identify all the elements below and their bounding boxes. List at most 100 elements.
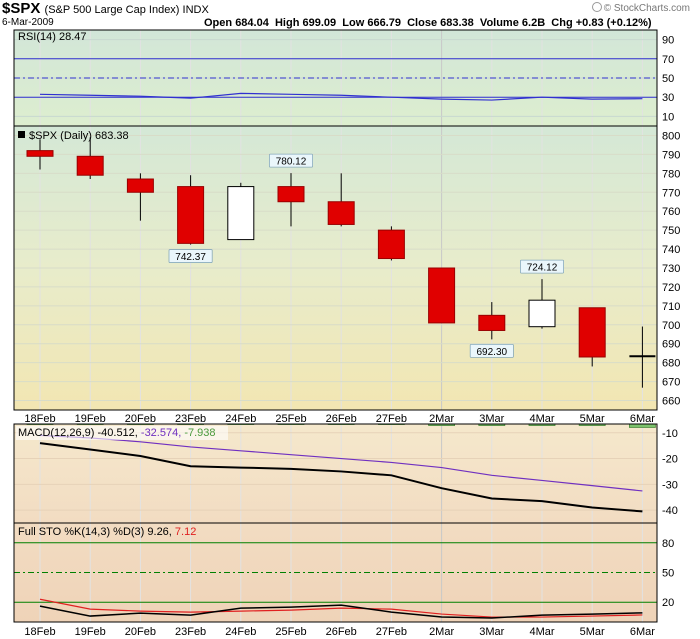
- rsi-tick-label: 30: [662, 92, 674, 104]
- price-tick-label: 690: [662, 339, 680, 351]
- sto-panel-border: [13, 522, 658, 623]
- rsi-tick-label: 50: [662, 73, 674, 85]
- macd-signal-line: [39, 434, 643, 492]
- xaxis-label: 23Feb: [175, 413, 206, 425]
- xaxis-label: 3Mar: [479, 413, 504, 425]
- close-value: 683.38: [440, 17, 474, 29]
- xaxis-label: 20Feb: [125, 413, 156, 425]
- price-tick-label: 720: [662, 282, 680, 294]
- xaxis-label: 3Mar: [479, 626, 504, 638]
- xaxis-label: 4Mar: [529, 626, 554, 638]
- price-tick-label: 740: [662, 244, 680, 256]
- macd-tick-label: -30: [662, 479, 678, 491]
- price-callout: 692.30: [477, 347, 508, 358]
- close-label: Close: [407, 17, 438, 29]
- rsi-tick-label: 90: [662, 35, 674, 47]
- candle-body: [76, 155, 104, 176]
- low-value: 666.79: [367, 17, 401, 29]
- macd-tick-label: -10: [662, 428, 678, 440]
- xaxis-label: 24Feb: [225, 413, 256, 425]
- candle-body: [26, 150, 54, 157]
- chart-labels: 18Feb 18Feb 19Feb 19Feb 20Feb 20Feb 23Feb 23Feb…: [16, 31, 680, 638]
- sto-tick-label: 80: [662, 538, 674, 550]
- candle-body: [377, 229, 405, 260]
- stockcharts-credit[interactable]: © StockCharts.com: [591, 2, 690, 14]
- xaxis-label: 19Feb: [75, 413, 106, 425]
- rsi-series-line: [39, 92, 643, 101]
- xaxis-label: 18Feb: [24, 413, 55, 425]
- macd-value: -40.512,: [97, 427, 140, 439]
- macd-title-bg: [16, 426, 228, 440]
- price-title: $SPX (Daily) 683.38: [29, 130, 129, 142]
- macd-histogram-value: -7.938: [184, 427, 215, 439]
- xaxis-label: 6Mar: [630, 413, 655, 425]
- sto-k-value: 9.26,: [147, 526, 175, 538]
- xaxis-label: 2Mar: [429, 626, 454, 638]
- high-value: 699.09: [302, 17, 337, 29]
- xaxis-label: 26Feb: [326, 413, 357, 425]
- quote-summary: Open 684.04 High 699.09 Low 666.79 Close…: [204, 17, 652, 29]
- price-tick-label: 800: [662, 130, 680, 142]
- xaxis-label: 27Feb: [376, 413, 407, 425]
- price-tick-label: 700: [662, 320, 680, 332]
- xaxis-label: 18Feb: [24, 626, 55, 638]
- low-label: Low: [342, 17, 365, 29]
- open-value: 684.04: [235, 17, 269, 29]
- price-callout: 742.37: [175, 252, 206, 263]
- index-name: (S&P 500 Large Cap Index) INDX: [44, 4, 209, 16]
- macd-title: MACD(12,26,9) -40.512, -32.574, -7.938: [18, 427, 216, 439]
- price-tick-label: 750: [662, 225, 680, 237]
- price-tick-label: 710: [662, 301, 680, 313]
- price-panel-border: [13, 125, 658, 411]
- sto-tick-label: 20: [662, 597, 674, 609]
- globe-icon: [591, 2, 602, 12]
- price-tick-label: 770: [662, 187, 680, 199]
- candle-body: [277, 186, 305, 203]
- credit-text: © StockCharts.com: [603, 3, 690, 14]
- xaxis-label: 5Mar: [580, 626, 605, 638]
- rsi-tick-label: 70: [662, 54, 674, 66]
- volume-value: 6.2B: [521, 17, 546, 29]
- xaxis-label: 5Mar: [580, 413, 605, 425]
- candle-body: [227, 186, 255, 241]
- rsi-tick-label: 10: [662, 111, 674, 123]
- candle-body: [126, 178, 154, 193]
- price-callout-box: [469, 343, 514, 358]
- sto-title: Full STO %K(14,3) %D(3) 9.26, 7.12: [18, 526, 196, 538]
- price-tick-label: 760: [662, 206, 680, 218]
- candle-body: [578, 307, 606, 358]
- price-callout: 780.12: [276, 157, 307, 168]
- price-callout-box: [520, 259, 565, 274]
- sto-k-line: [39, 604, 643, 619]
- xaxis-label: 2Mar: [429, 413, 454, 425]
- xaxis-label: 19Feb: [75, 626, 106, 638]
- chart-symbol: $SPX (S&P 500 Large Cap Index) INDX: [2, 0, 209, 17]
- price-tick-label: 790: [662, 149, 680, 161]
- xaxis-label: 27Feb: [376, 626, 407, 638]
- candle-body: [177, 186, 205, 244]
- panel-borders: [13, 29, 658, 623]
- sto-d-line: [39, 598, 643, 618]
- macd-signal-value: -32.574,: [141, 427, 184, 439]
- price-series-swatch: [18, 131, 25, 138]
- candle-body: [528, 299, 556, 328]
- chart-date: 6-Mar-2009: [2, 17, 54, 28]
- price-tick-label: 780: [662, 168, 680, 180]
- xaxis-label: 24Feb: [225, 626, 256, 638]
- rsi-title: RSI(14) 28.47: [18, 31, 86, 43]
- xaxis-label: 6Mar: [630, 626, 655, 638]
- macd-tick-label: -20: [662, 454, 678, 466]
- price-tick-label: 660: [662, 396, 680, 408]
- candle-body: [478, 314, 506, 331]
- symbol-text: $SPX: [2, 0, 41, 17]
- high-label: High: [274, 17, 300, 29]
- xaxis-label: 23Feb: [175, 626, 206, 638]
- price-tick-label: 730: [662, 263, 680, 275]
- xaxis-label: 25Feb: [275, 626, 306, 638]
- macd-tick-label: -40: [662, 505, 678, 517]
- sto-d-value: 7.12: [175, 526, 196, 538]
- price-callout: 724.12: [527, 263, 558, 274]
- xaxis-label: 4Mar: [529, 413, 554, 425]
- volume-label: Volume: [479, 17, 519, 29]
